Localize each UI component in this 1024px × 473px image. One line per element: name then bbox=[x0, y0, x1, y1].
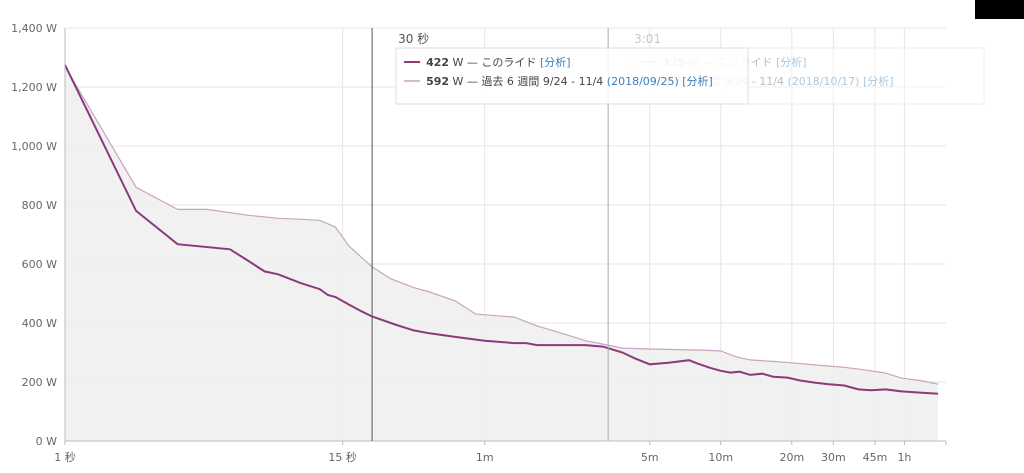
x-tick-label: 45m bbox=[863, 451, 888, 464]
cursor-legend-text: W bbox=[449, 56, 463, 69]
cursor-legend-text: — このライド bbox=[463, 56, 540, 69]
cursor-legend-text: 422 bbox=[426, 56, 449, 69]
x-tick-label: 1m bbox=[476, 451, 494, 464]
x-tick-label: 10m bbox=[708, 451, 733, 464]
cursor-analyze-link[interactable]: [分析] bbox=[682, 74, 713, 88]
cursor-legend-text: (2018/09/25) bbox=[607, 75, 679, 88]
series-area-past-6-weeks bbox=[65, 66, 939, 442]
cursor-legend-text: 592 bbox=[426, 75, 449, 88]
series-line-layer bbox=[64, 64, 939, 395]
axes: 0 W 200 W 400 W 600 W 800 W 1,000 W 1,200 W 1,4… bbox=[11, 22, 947, 464]
cursor-legend-entry: 422 W — このライド [分析] bbox=[426, 55, 570, 69]
secondary-cursor-analyze-link[interactable]: [分析] bbox=[776, 55, 807, 69]
secondary-cursor-label: 3:01 bbox=[634, 32, 661, 46]
secondary-cursor-legend-text: (2018/10/17) bbox=[787, 75, 859, 88]
series-line-past-6-weeks bbox=[64, 66, 939, 385]
y-tick-label: 0 W bbox=[36, 435, 57, 448]
cursor-legend-text: — 過去 6 週間 9/24 - 11/4 bbox=[463, 75, 606, 88]
x-tick-label: 1 秒 bbox=[54, 450, 76, 464]
y-tick-label: 1,200 W bbox=[11, 81, 57, 94]
y-tick-label: 1,400 W bbox=[11, 22, 57, 35]
y-tick-label: 600 W bbox=[22, 258, 57, 271]
y-tick-label: 800 W bbox=[22, 199, 57, 212]
x-tick-label: 20m bbox=[779, 451, 804, 464]
y-tick-label: 1,000 W bbox=[11, 140, 57, 153]
secondary-cursor-analyze-link[interactable]: [分析] bbox=[863, 74, 894, 88]
cursor-tooltip bbox=[395, 47, 749, 105]
x-tick-label: 5m bbox=[641, 451, 659, 464]
y-tick-label: 200 W bbox=[22, 376, 57, 389]
cursor-legend-entry: 592 W — 過去 6 週間 9/24 - 11/4 (2018/09/25)… bbox=[426, 74, 713, 88]
cursor-legend-text: W bbox=[449, 75, 463, 88]
cursor-label: 30 秒 bbox=[398, 32, 429, 46]
x-tick-label: 1h bbox=[897, 451, 911, 464]
series-line-this-ride bbox=[64, 64, 939, 395]
x-tick-label: 30m bbox=[821, 451, 846, 464]
series-area-layer bbox=[65, 66, 939, 442]
corner-block bbox=[975, 0, 1024, 19]
y-tick-label: 400 W bbox=[22, 317, 57, 330]
x-tick-label: 15 秒 bbox=[328, 450, 357, 464]
cursor-analyze-link[interactable]: [分析] bbox=[540, 55, 571, 69]
